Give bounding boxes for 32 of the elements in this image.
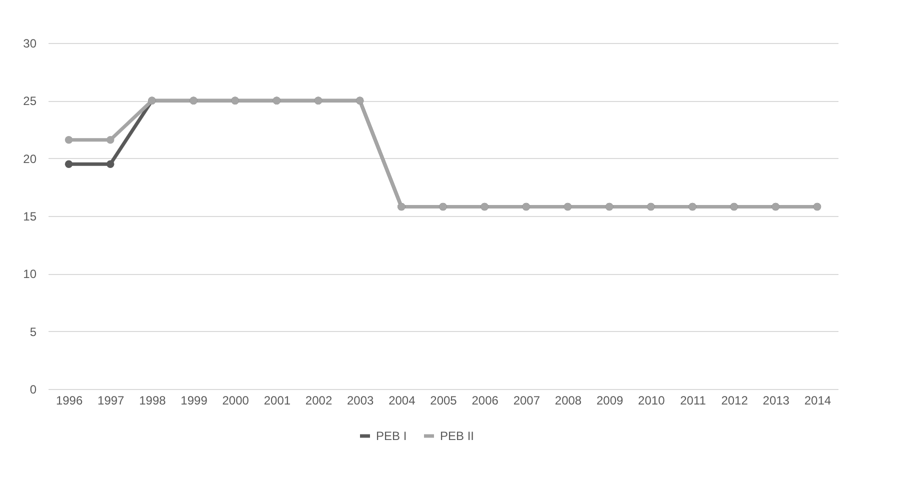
y-tick-label: 0 [30,382,37,396]
x-tick-label: 2006 [472,394,499,408]
x-tick-label: 2010 [638,394,666,408]
x-tick-label: 2002 [305,394,332,408]
y-tick-label: 5 [30,324,37,339]
x-tick-label: 2005 [430,394,458,408]
legend-label: PEB II [440,429,474,443]
x-tick-label: 1997 [98,394,125,408]
x-tick-label: 2007 [513,394,540,408]
x-tick-label: 2011 [680,394,706,408]
x-tick-label: 2009 [596,394,624,408]
x-tick-label: 2008 [554,394,582,408]
point [64,136,73,144]
y-tick-label: 30 [23,36,37,50]
point [106,136,114,144]
x-tick-label: 2001 [264,394,291,408]
x-tick-label: 2013 [762,394,790,408]
y-tick-label: 15 [23,210,37,224]
legend-label: PEB I [376,429,407,443]
x-tick-label: 2000 [222,394,250,408]
x-tick-label: 2012 [721,394,748,408]
y-tick-label: 25 [23,94,37,108]
x-tick-label: 1998 [139,394,166,408]
x-tick-label: 1999 [180,394,208,408]
x-tick-label: 2004 [388,394,416,408]
x-tick-label: 2014 [804,394,832,408]
y-tick-label: 10 [23,267,37,282]
x-tick-label: 2003 [346,394,374,408]
x-tick-label: 1996 [56,394,83,408]
point [106,160,114,168]
point [64,160,73,168]
y-tick-label: 20 [23,152,37,166]
